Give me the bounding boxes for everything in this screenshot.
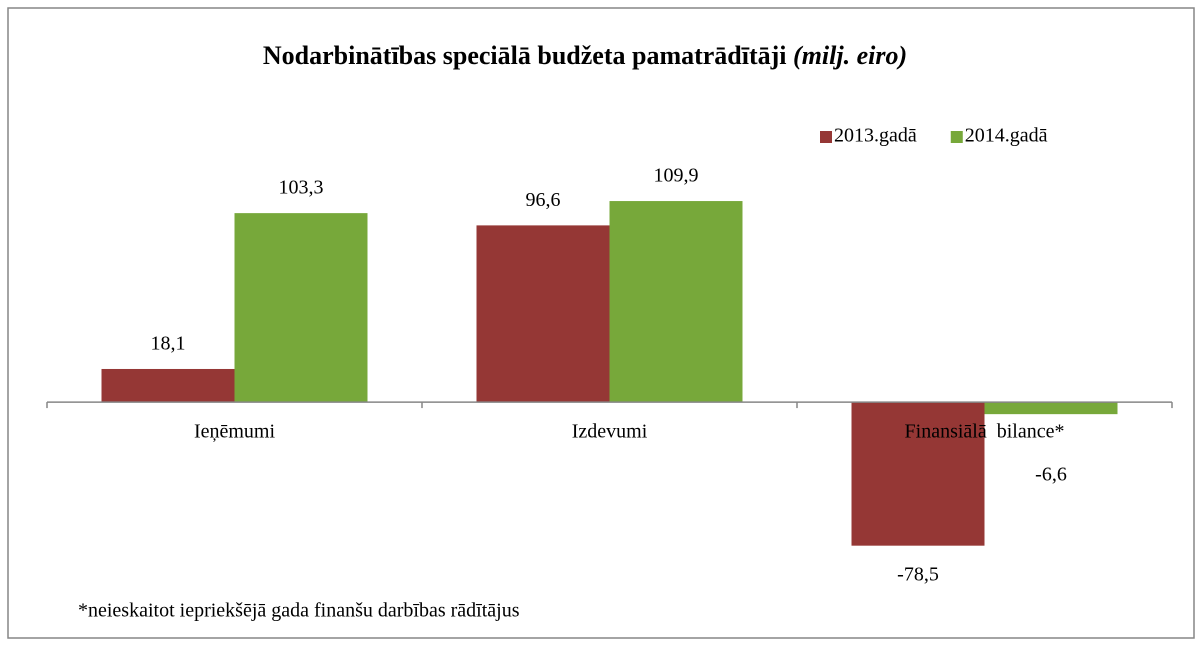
data-label: -6,6 [1035, 464, 1067, 486]
title-unit: (milj. eiro) [793, 41, 907, 70]
x-tick-label: Ieņēmumi [194, 421, 276, 443]
bar [476, 225, 610, 403]
data-label: 96,6 [526, 189, 561, 211]
footnote: *neieskaitot iepriekšējā gada finanšu da… [78, 600, 520, 622]
legend-label: 2013.gadā [834, 125, 917, 147]
title-main: Nodarbinātības speciālā budžeta pamatrād… [263, 41, 787, 70]
bar [234, 213, 368, 403]
bar [101, 368, 235, 403]
legend-label: 2014.gadā [965, 125, 1048, 147]
data-label: 18,1 [151, 333, 186, 355]
chart-title: Nodarbinātības speciālā budžeta pamatrād… [263, 41, 907, 70]
data-label: 103,3 [279, 177, 324, 199]
data-label: -78,5 [897, 563, 939, 585]
data-label: 109,9 [654, 165, 699, 187]
x-tick-label: Izdevumi [572, 421, 648, 443]
legend-swatch [950, 131, 963, 143]
bar [851, 402, 985, 546]
bar [984, 402, 1118, 415]
bar [609, 201, 743, 403]
legend-swatch [820, 131, 832, 143]
x-tick-label: Finansiālā bilance* [905, 421, 1065, 443]
